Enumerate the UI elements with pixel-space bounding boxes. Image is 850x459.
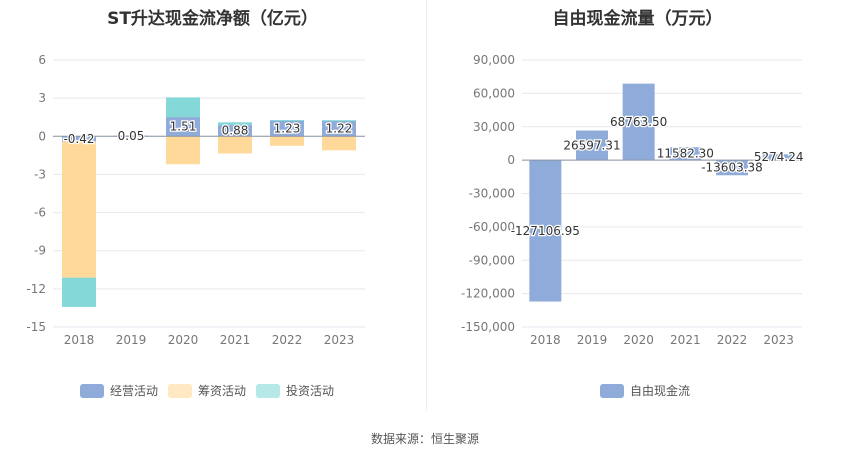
bar-0-2-2020 [166, 97, 200, 118]
data-label-1-5: 5274.24 [754, 150, 804, 164]
data-label-0-4: 1.23 [274, 121, 301, 135]
bar-1-0-2020 [622, 83, 655, 161]
data-label-1-4: -13603.38 [701, 161, 763, 175]
legend-swatch-1-0 [600, 384, 624, 398]
data-label-0-0: -0.42 [63, 132, 94, 146]
y-tick-label-1-0: 90,000 [473, 53, 515, 67]
bar-0-1-2022 [270, 136, 304, 146]
bar-1-0-2019 [576, 130, 608, 161]
y-tick-label-0-3: -3 [34, 167, 46, 181]
bar-0-2-2018 [62, 277, 96, 307]
bar-0-0-2018 [62, 136, 96, 142]
bar-0-2-2023 [322, 120, 356, 122]
x-tick-label-1-1: 2019 [577, 333, 608, 347]
bar-0-2-2022 [270, 120, 304, 122]
bar-0-1-2020 [166, 136, 200, 165]
legend-swatch-0-1 [168, 384, 192, 398]
legend-swatch-0-2 [256, 384, 280, 398]
bar-0-0-2022 [270, 120, 304, 137]
data-label-0-1: 0.05 [118, 129, 145, 143]
x-tick-label-0-5: 2023 [324, 333, 355, 347]
y-tick-label-0-0: 6 [38, 53, 46, 67]
data-label-0-5: 1.22 [326, 122, 353, 136]
x-tick-label-1-2: 2020 [623, 333, 654, 347]
bar-1-0-2023 [762, 154, 795, 161]
y-tick-label-0-6: -12 [26, 282, 46, 296]
data-source: 数据来源：恒生聚源 [370, 432, 479, 446]
x-tick-label-0-4: 2022 [272, 333, 303, 347]
x-tick-label-1-4: 2022 [717, 333, 748, 347]
legend-label-0-1: 筹资活动 [198, 384, 246, 398]
y-tick-label-0-7: -15 [26, 320, 46, 334]
left-chart-title: ST升达现金流净额（亿元） [107, 9, 318, 29]
x-tick-label-1-5: 2023 [763, 333, 794, 347]
right-chart-title: 自由现金流量（万元） [552, 9, 723, 29]
legend-label-1-0: 自由现金流 [630, 383, 690, 398]
x-tick-label-0-1: 2019 [116, 333, 147, 347]
x-tick-label-0-3: 2021 [220, 333, 251, 347]
x-tick-label-0-2: 2020 [168, 333, 199, 347]
legend-label-0-0: 经营活动 [110, 384, 158, 398]
data-label-1-1: 26597.31 [563, 138, 620, 152]
y-tick-label-1-6: -90,000 [469, 253, 515, 267]
y-tick-label-1-5: -60,000 [469, 220, 515, 234]
data-label-0-2: 1.51 [170, 120, 197, 134]
data-label-0-3: 0.88 [222, 124, 249, 138]
chart-divider [426, 0, 427, 410]
y-tick-label-0-4: -6 [34, 206, 46, 220]
data-label-1-3: 11582.30 [657, 147, 714, 161]
legend-swatch-0-0 [80, 384, 104, 398]
y-tick-label-1-8: -150,000 [461, 320, 515, 334]
y-tick-label-1-3: 0 [507, 153, 515, 167]
data-label-1-0: -127106.95 [511, 224, 580, 238]
bar-1-0-2021 [669, 147, 702, 161]
bar-0-1-2018 [62, 141, 96, 278]
bar-0-0-2020 [166, 117, 200, 137]
x-tick-label-1-0: 2018 [530, 333, 561, 347]
bar-0-0-2023 [322, 120, 356, 137]
bar-0-2-2021 [218, 122, 252, 126]
y-tick-label-0-5: -9 [34, 244, 46, 258]
legend-label-0-2: 投资活动 [286, 383, 334, 398]
bar-1-0-2018 [529, 160, 562, 302]
x-tick-label-0-0: 2018 [64, 333, 95, 347]
bar-0-1-2021 [218, 136, 252, 154]
data-label-1-2: 68763.50 [610, 115, 667, 129]
y-tick-label-1-7: -120,000 [461, 287, 515, 301]
y-tick-label-1-2: 30,000 [473, 120, 515, 134]
y-tick-label-0-2: 0 [38, 129, 46, 143]
x-tick-label-1-3: 2021 [670, 333, 701, 347]
bar-0-1-2023 [322, 136, 356, 151]
y-tick-label-1-1: 60,000 [473, 86, 515, 100]
bar-0-0-2021 [218, 125, 252, 137]
y-tick-label-0-1: 3 [38, 91, 46, 105]
charts-canvas: 6 3 0 -3 -6 -9 -12 -15 2018 2019 2020 2021 2022 2023 -… [26, 53, 805, 398]
y-tick-label-1-4: -30,000 [469, 187, 515, 201]
bar-1-0-2022 [716, 160, 748, 176]
